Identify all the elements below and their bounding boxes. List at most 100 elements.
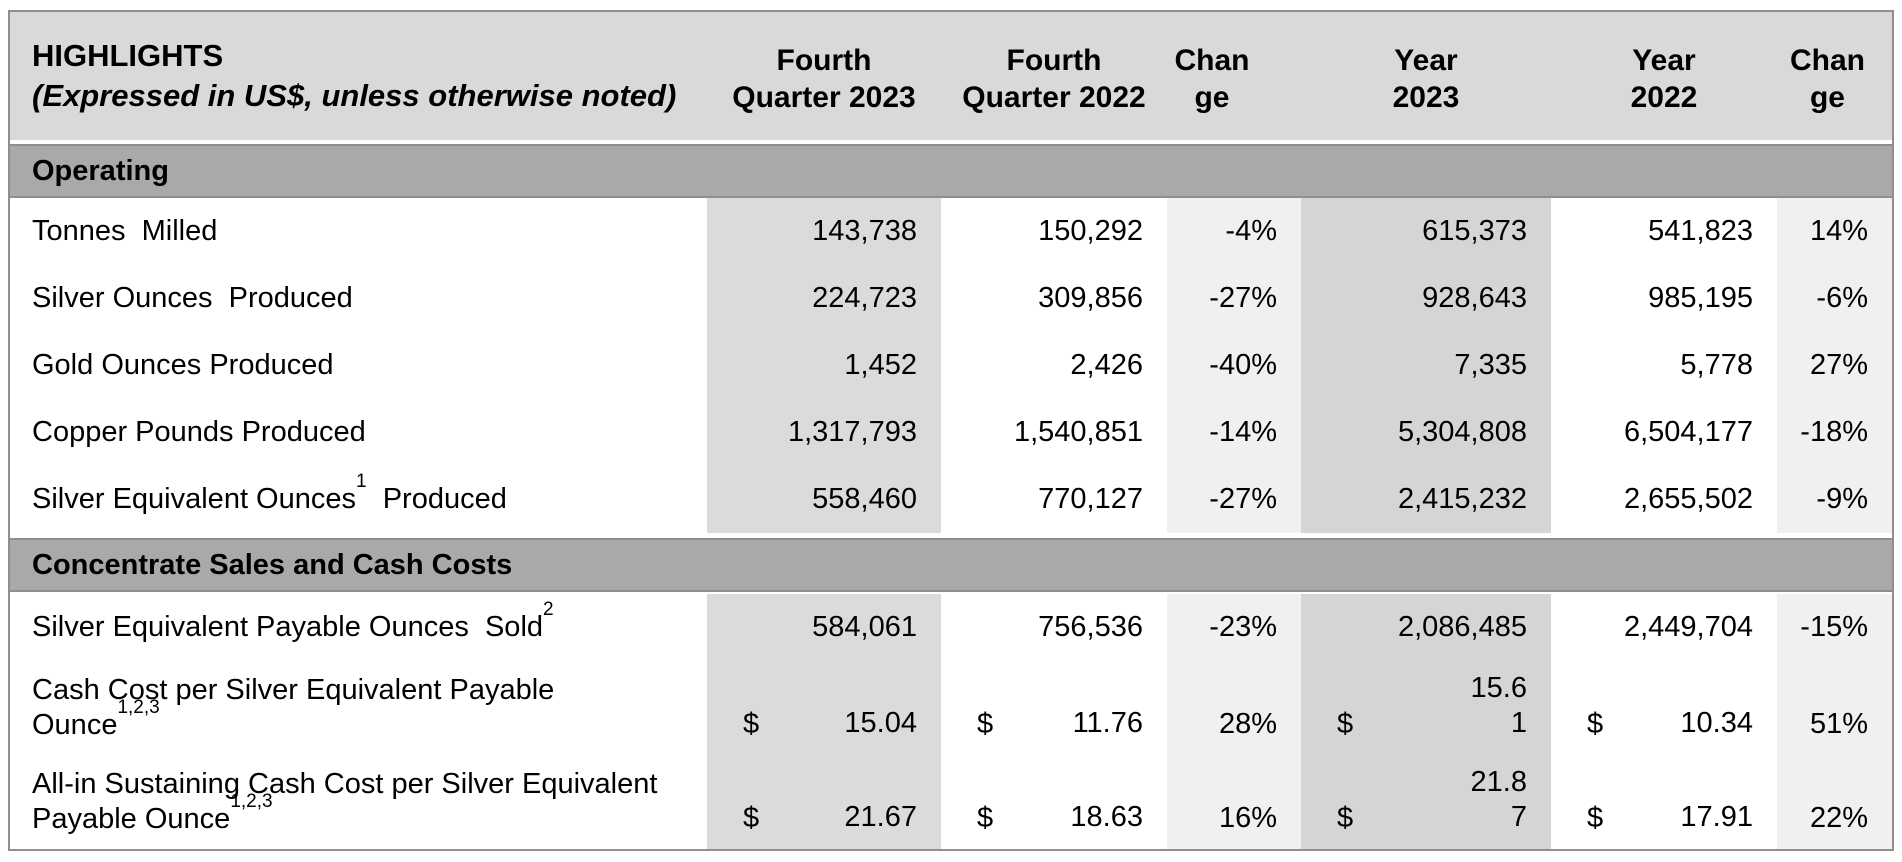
value-cell: 1,540,851 — [941, 399, 1167, 466]
value-cell: 1,317,793 — [707, 399, 941, 466]
section-gap — [10, 140, 1892, 144]
column-header-change-quarter: Chan ge — [1167, 12, 1301, 140]
dollar-sign: $ — [1587, 802, 1604, 834]
value-cell: 584,061 — [707, 594, 941, 661]
change-cell: -15% — [1777, 594, 1892, 661]
row-label-text: Silver Equivalent Payable Ounces Sold2 — [32, 600, 554, 645]
table-row: Silver Ounces Produced 224,723 309,856 -27%… — [10, 265, 1892, 332]
footnote-marker: 2 — [543, 599, 554, 621]
value-cell: 5,778 — [1551, 332, 1777, 399]
table-row: Cash Cost per Silver Equivalent Payable … — [10, 661, 1892, 755]
change-cell: -14% — [1167, 399, 1301, 466]
change-cell: -27% — [1167, 466, 1301, 533]
value-lines: 17.91 — [1680, 800, 1753, 835]
row-label: Silver Equivalent Payable Ounces Sold2 — [10, 594, 707, 661]
value-line: 15.6 — [1470, 672, 1527, 704]
label-segment: Copper Pounds Produced — [32, 416, 366, 448]
change-cell: 51% — [1777, 661, 1892, 755]
value-cell: 224,723 — [707, 265, 941, 332]
row-label-text: Cash Cost per Silver Equivalent Payable … — [32, 673, 682, 743]
table-body: Operating Tonnes Milled 143,738 150,292 -4% 6… — [10, 140, 1892, 849]
value-line: 7 — [1510, 801, 1527, 833]
table-subtitle: (Expressed in US$, unless otherwise note… — [32, 78, 677, 113]
row-label-text: Copper Pounds Produced — [32, 415, 366, 450]
value-line: 15.04 — [844, 707, 917, 739]
value-lines: 21.8 7 — [1471, 765, 1527, 835]
table-title: HIGHLIGHTS — [32, 38, 224, 73]
change-cell: 16% — [1167, 755, 1301, 849]
column-header-year-2022: Year 2022 — [1551, 12, 1777, 140]
value-cell: $18.63 — [941, 755, 1167, 849]
label-segment: Produced — [366, 483, 507, 515]
value-cell: 756,536 — [941, 594, 1167, 661]
row-label: Silver Equivalent Ounces1 Produced — [10, 466, 707, 533]
column-header-line: Fourth — [776, 44, 872, 77]
row-label: Copper Pounds Produced — [10, 399, 707, 466]
value-cell: 770,127 — [941, 466, 1167, 533]
footnote-marker: 1,2,3 — [117, 697, 160, 719]
change-cell: -4% — [1167, 198, 1301, 265]
change-cell: -40% — [1167, 332, 1301, 399]
section-gap — [10, 592, 1892, 594]
change-cell: -27% — [1167, 265, 1301, 332]
value-line: 1 — [1510, 707, 1527, 739]
value-cell: $17.91 — [1551, 755, 1777, 849]
table-row: Silver Equivalent Ounces1 Produced 558,46… — [10, 466, 1892, 533]
row-label: All-in Sustaining Cash Cost per Silver E… — [10, 755, 707, 849]
value-lines: 11.76 — [1073, 706, 1143, 741]
column-header-change-year: Chan ge — [1777, 12, 1892, 140]
value-lines: 18.63 — [1070, 800, 1143, 835]
value-cell: 7,335 — [1301, 332, 1551, 399]
value-cell: 541,823 — [1551, 198, 1777, 265]
row-label-text: Gold Ounces Produced — [32, 348, 333, 383]
value-cell: 2,426 — [941, 332, 1167, 399]
column-header-fourth-quarter-2023: Fourth Quarter 2023 — [707, 12, 941, 140]
row-label: Tonnes Milled — [10, 198, 707, 265]
value-lines: 15.6 1 — [1471, 671, 1527, 741]
value-cell: 2,415,232 — [1301, 466, 1551, 533]
section-heading: Concentrate Sales and Cash Costs — [10, 538, 1892, 592]
change-cell: 22% — [1777, 755, 1892, 849]
value-line: 21.67 — [844, 801, 917, 833]
value-line: 17.91 — [1680, 801, 1753, 833]
label-segment: Silver Ounces Produced — [32, 282, 353, 314]
column-header-line: Quarter 2022 — [962, 81, 1146, 114]
value-lines: 15.04 — [844, 706, 917, 741]
change-cell: 14% — [1777, 198, 1892, 265]
column-header-line: Year — [1394, 44, 1458, 77]
column-header-line: 2023 — [1392, 81, 1460, 114]
value-cell: 2,449,704 — [1551, 594, 1777, 661]
highlights-table: HIGHLIGHTS (Expressed in US$, unless oth… — [8, 10, 1894, 851]
column-header-line: Quarter 2023 — [732, 81, 916, 114]
row-label-text: Tonnes Milled — [32, 214, 217, 249]
value-cell: 2,655,502 — [1551, 466, 1777, 533]
table-row: Tonnes Milled 143,738 150,292 -4% 615,373 541… — [10, 198, 1892, 265]
table-header-row: HIGHLIGHTS (Expressed in US$, unless oth… — [10, 12, 1892, 140]
change-cell: 28% — [1167, 661, 1301, 755]
footnote-marker: 1,2,3 — [230, 791, 273, 813]
column-header-line: Year — [1632, 44, 1696, 77]
label-segment: All-in Sustaining Cash Cost per Silver E… — [32, 768, 666, 835]
dollar-sign: $ — [977, 802, 994, 834]
value-cell: $21.8 7 — [1301, 755, 1551, 849]
value-cell: 928,643 — [1301, 265, 1551, 332]
column-header-line: Fourth — [1006, 44, 1102, 77]
table-row: Copper Pounds Produced 1,317,793 1,540,851… — [10, 399, 1892, 466]
column-header-line: ge — [1809, 81, 1845, 114]
value-cell: 6,504,177 — [1551, 399, 1777, 466]
column-header-line: ge — [1194, 81, 1230, 114]
value-cell: $15.6 1 — [1301, 661, 1551, 755]
column-header-year-2023: Year 2023 — [1301, 12, 1551, 140]
change-cell: -23% — [1167, 594, 1301, 661]
dollar-sign: $ — [1337, 802, 1354, 834]
value-lines: 21.67 — [844, 800, 917, 835]
value-line: 10.34 — [1680, 707, 1753, 739]
label-segment: Silver Equivalent Ounces — [32, 483, 356, 515]
dollar-sign: $ — [1337, 708, 1354, 740]
column-header-fourth-quarter-2022: Fourth Quarter 2022 — [941, 12, 1167, 140]
column-header-line: Chan — [1174, 44, 1250, 77]
value-cell: 2,086,485 — [1301, 594, 1551, 661]
dollar-sign: $ — [743, 802, 760, 834]
row-label: Cash Cost per Silver Equivalent Payable … — [10, 661, 707, 755]
